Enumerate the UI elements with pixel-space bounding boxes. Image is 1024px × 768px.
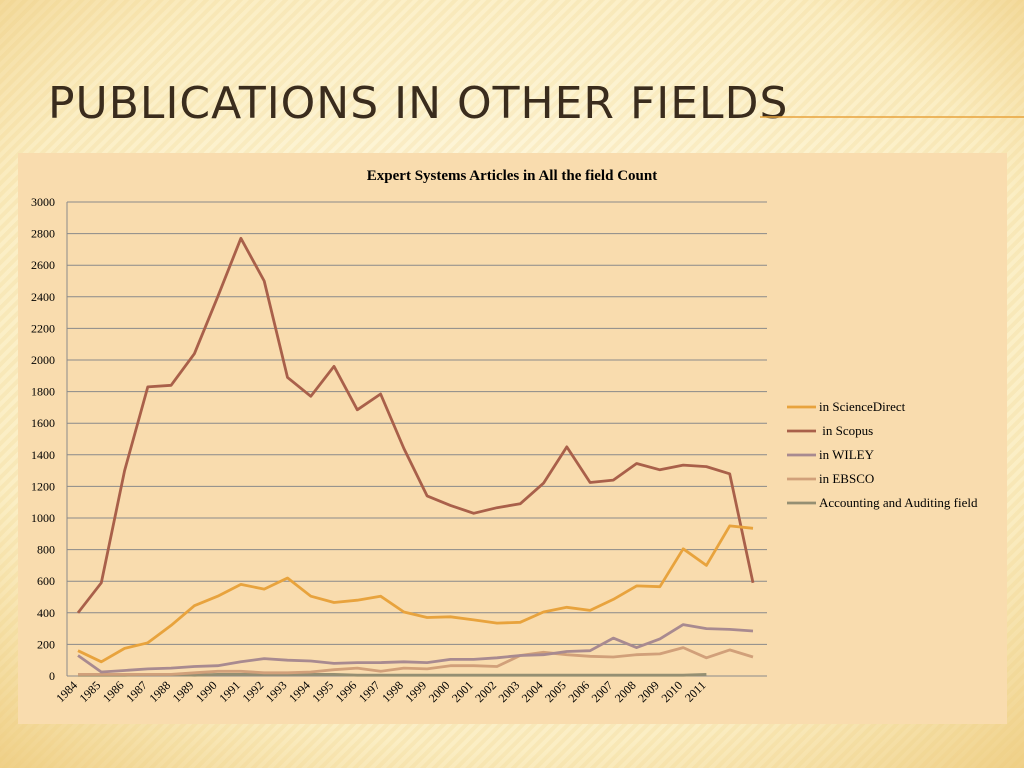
legend-label: in WILEY (819, 447, 875, 462)
chart-title: Expert Systems Articles in All the field… (367, 168, 657, 184)
legend-label: in ScienceDirect (819, 399, 906, 414)
legend-label: in EBSCO (819, 471, 874, 486)
y-tick-label: 1400 (31, 448, 55, 462)
y-tick-label: 2600 (31, 258, 55, 272)
y-tick-label: 3000 (31, 195, 55, 209)
y-tick-label: 2200 (31, 321, 55, 335)
y-tick-label: 2800 (31, 227, 55, 241)
series-line (76, 236, 755, 614)
y-tick-label: 1800 (31, 385, 55, 399)
y-tick-label: 400 (37, 606, 55, 620)
legend-label: Accounting and Auditing field (819, 495, 978, 510)
y-tick-label: 0 (49, 669, 55, 683)
series-line (78, 646, 754, 676)
y-tick-label: 2400 (31, 290, 55, 304)
y-tick-label: 200 (37, 637, 55, 651)
y-tick-label: 1000 (31, 511, 55, 525)
y-tick-label: 2000 (31, 353, 55, 367)
y-tick-label: 1600 (31, 416, 55, 430)
series-line (77, 623, 754, 674)
y-tick-label: 600 (37, 574, 55, 588)
plot: 0 200 400 600 800 1000 1200 1400 1600 1800 2000 220… (31, 195, 978, 705)
slide-title: Publications in other fields (48, 78, 788, 129)
legend-label: in Scopus (819, 423, 873, 438)
chart-panel (18, 153, 1007, 724)
y-tick-label: 800 (37, 543, 55, 557)
y-tick-label: 1200 (31, 479, 55, 493)
series-line (77, 524, 754, 664)
